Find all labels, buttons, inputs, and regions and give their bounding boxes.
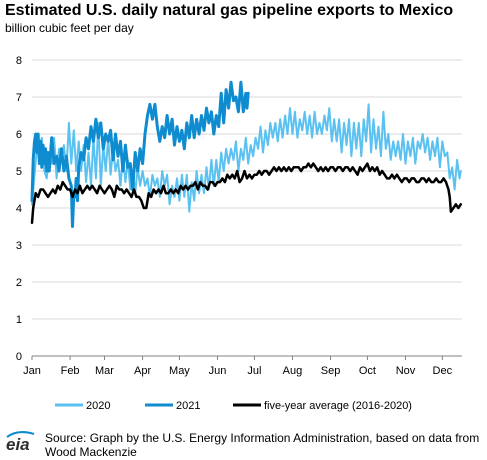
- y-tick-label: 5: [16, 166, 22, 178]
- x-tick-label: May: [169, 365, 190, 377]
- chart-subtitle: billion cubic feet per day: [5, 21, 134, 35]
- legend-label-2021: 2021: [176, 400, 200, 412]
- series-lines: [30, 80, 463, 228]
- y-tick-label: 6: [16, 129, 22, 141]
- svg-text:eia: eia: [6, 435, 30, 454]
- y-tick-label: 3: [16, 240, 22, 252]
- chart-title: Estimated U.S. daily natural gas pipelin…: [5, 2, 454, 19]
- y-tick-label: 8: [16, 55, 22, 67]
- x-tick-label: Jul: [247, 365, 261, 377]
- legend-label-2020: 2020: [86, 400, 110, 412]
- series-line-avg: [30, 162, 463, 225]
- x-tick-label: Dec: [433, 365, 453, 377]
- x-tick-label: Aug: [283, 365, 303, 377]
- y-tick-label: 2: [16, 277, 22, 289]
- x-tick-label: Jun: [209, 365, 227, 377]
- series-line-2021: [30, 80, 250, 228]
- x-tick-label: Jan: [23, 365, 41, 377]
- gridlines: [32, 59, 462, 357]
- y-tick-label: 4: [16, 203, 22, 215]
- x-tick-label: Oct: [359, 365, 376, 377]
- x-tick-label: Feb: [61, 365, 80, 377]
- eia-logo: eia: [6, 430, 35, 454]
- source-note: Source: Graph by the U.S. Energy Informa…: [45, 431, 480, 459]
- x-tick-label: Apr: [134, 365, 151, 377]
- x-tick-label: Mar: [95, 365, 114, 377]
- y-axis-ticks: 0 1 2 3 4 5 6 7 8: [16, 55, 22, 363]
- x-tick-label: Sep: [321, 365, 341, 377]
- y-tick-label: 7: [16, 92, 22, 104]
- legend-label-avg: five-year average (2016-2020): [264, 400, 412, 412]
- x-tick-label: Nov: [396, 365, 416, 377]
- legend: 2020 2021 five-year average (2016-2020): [55, 400, 412, 412]
- y-tick-label: 0: [16, 351, 22, 363]
- x-axis-ticks: Jan Feb Mar Apr May Jun Jul Aug Sep Oct Nov Dec: [23, 356, 453, 377]
- y-tick-label: 1: [16, 314, 22, 326]
